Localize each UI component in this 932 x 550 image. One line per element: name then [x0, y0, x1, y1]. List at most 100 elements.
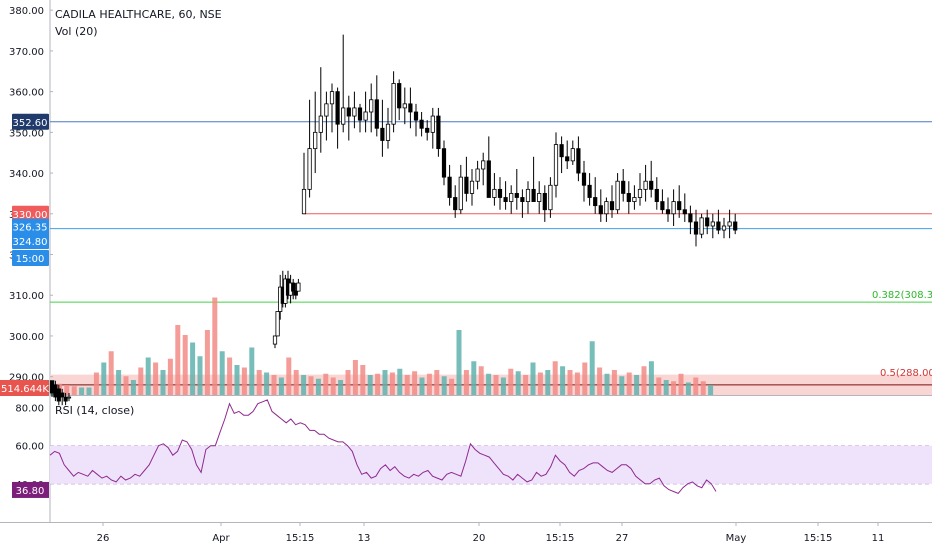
candle-body [632, 197, 637, 202]
volume-bar [419, 377, 425, 395]
candle-body [615, 180, 620, 211]
badge-324-80-text: 324.80 [13, 237, 48, 248]
candle-body [733, 221, 738, 231]
candle-body [441, 148, 447, 178]
volume-bar [293, 370, 299, 395]
volume-bar [204, 330, 210, 395]
candle-body [436, 115, 441, 150]
volume-bar [493, 375, 499, 395]
candle-body [397, 83, 402, 109]
badge-last-price-text: 326.35 [13, 223, 48, 234]
candle-body [385, 123, 391, 141]
badge-330-00: 330.00 [12, 205, 49, 222]
badge-352-60-bg [12, 113, 49, 130]
candle-body [581, 172, 587, 186]
candle-body [565, 156, 570, 162]
candle-body [637, 188, 643, 198]
candle-body [486, 160, 491, 198]
candle-body [66, 396, 72, 399]
candle-body [537, 193, 542, 202]
candle-body [509, 193, 514, 202]
candle-body [626, 193, 631, 202]
volume-bar [486, 373, 492, 395]
price-tick-label: 380.00 [9, 6, 44, 17]
badge-324-80: 324.80 [12, 232, 49, 249]
candle-body [272, 335, 278, 345]
candle-body [716, 221, 721, 231]
volume-bar [241, 367, 247, 395]
candle-body [649, 180, 654, 190]
symbol-title: CADILA HEALTHCARE, 60, NSE [55, 8, 222, 21]
rsi-tick-label: 80.00 [15, 404, 44, 415]
time-tick-label: Apr [212, 533, 230, 544]
volume-bar [700, 381, 706, 395]
candle-body [296, 282, 301, 292]
volume-bar [138, 367, 144, 395]
volume-bar [308, 376, 314, 395]
volume-bar [323, 373, 329, 395]
volume-bar [456, 330, 462, 395]
volume-bar [626, 372, 632, 395]
volume-bar [567, 370, 573, 395]
candle-body [576, 148, 581, 174]
candle-body [587, 184, 592, 198]
candle-body [419, 119, 424, 129]
candle-body [699, 217, 704, 235]
candle-body [275, 311, 280, 337]
volume-bar [160, 370, 166, 395]
volume-bar [582, 362, 588, 395]
volume-bar [471, 361, 477, 395]
volume-bar [574, 372, 580, 395]
candle-body [374, 99, 379, 129]
volume-bar [153, 362, 159, 395]
candle-body [559, 144, 564, 158]
candle-body [307, 148, 312, 190]
time-tick-label: 15:15 [804, 533, 833, 544]
candle-body [391, 83, 396, 125]
badge-330-00-text: 330.00 [13, 210, 48, 221]
candle-body [621, 180, 626, 194]
badge-352-60-text: 352.60 [13, 118, 48, 129]
price-tick-label: 310.00 [9, 291, 44, 302]
badge-volume: 514.644K [0, 380, 49, 396]
volume-bar [234, 365, 240, 395]
candle-body [609, 201, 615, 211]
candle-body [291, 282, 296, 292]
candle-body [341, 107, 346, 125]
candle-body [447, 176, 452, 198]
volume-bar [389, 372, 395, 395]
candle-body [531, 188, 536, 202]
volume-bar [249, 347, 255, 395]
volume-bar [434, 370, 440, 395]
badge-countdown: 15:00 [12, 249, 49, 266]
price-tick-label: 290.00 [9, 373, 44, 384]
candle-body [430, 115, 435, 133]
volume-bar [530, 362, 536, 395]
volume-bar [619, 376, 625, 395]
candle-body [660, 201, 665, 211]
badge-324-80-bg [12, 232, 49, 249]
candle-body [60, 392, 65, 398]
price-tick-label: 300.00 [9, 332, 44, 343]
candle-body [677, 201, 682, 211]
volume-bar [382, 370, 388, 395]
volume-bar [93, 372, 99, 395]
volume-bar [367, 375, 373, 395]
volume-bar [508, 368, 514, 395]
badge-rsi: 36.80 [12, 481, 49, 498]
badge-last-price: 326.35 [12, 218, 49, 235]
candle-body [346, 107, 351, 117]
candle-body [604, 201, 609, 215]
candle-body [453, 197, 458, 211]
candle-body [503, 197, 508, 202]
volume-bar [375, 373, 381, 395]
volume-bar [589, 341, 595, 395]
volume-bar [352, 360, 358, 395]
volume-bar [190, 342, 196, 395]
volume-bar [671, 381, 677, 395]
volume-bar [523, 375, 529, 395]
badge-volume-bg [0, 380, 49, 396]
volume-bar [123, 376, 129, 395]
candle-body [654, 188, 659, 202]
